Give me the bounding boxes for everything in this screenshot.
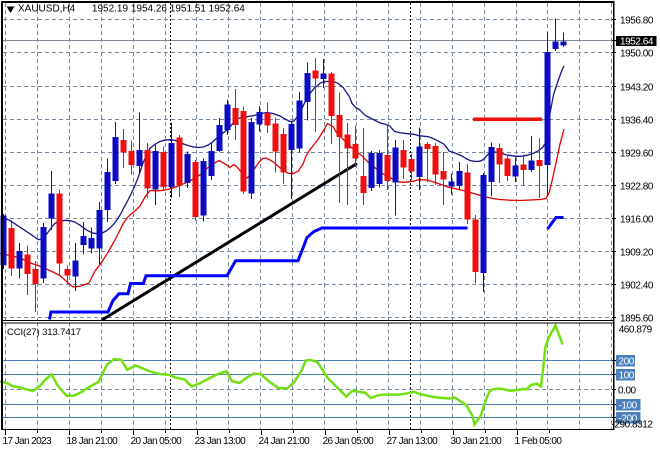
svg-text:1895.60: 1895.60 <box>620 314 654 325</box>
svg-text:460.879: 460.879 <box>619 325 653 336</box>
svg-text:1936.40: 1936.40 <box>620 116 654 127</box>
svg-text:1902.40: 1902.40 <box>620 281 654 292</box>
svg-text:23 Jan 13:00: 23 Jan 13:00 <box>195 436 247 447</box>
svg-text:-290.8312: -290.8312 <box>612 420 654 431</box>
svg-text:26 Jan 05:00: 26 Jan 05:00 <box>323 436 375 447</box>
svg-text:1950.00: 1950.00 <box>620 49 654 60</box>
svg-text:27 Jan 13:00: 27 Jan 13:00 <box>387 436 439 447</box>
svg-text:XAUUSD,H4 1952.19 1954.26: XAUUSD,H4 1952.19 1954.26 1951.51 1952.6… <box>18 4 245 15</box>
svg-text:17 Jan 2023: 17 Jan 2023 <box>3 436 52 447</box>
svg-text:0.00: 0.00 <box>618 386 637 397</box>
svg-text:1943.20: 1943.20 <box>620 83 654 94</box>
svg-text:100: 100 <box>619 371 635 382</box>
svg-text:1922.80: 1922.80 <box>620 182 654 193</box>
svg-text:CCI(27) 313.7417: CCI(27) 313.7417 <box>7 327 81 338</box>
svg-text:-200: -200 <box>619 414 638 425</box>
svg-text:1956.80: 1956.80 <box>620 16 654 27</box>
svg-text:1909.20: 1909.20 <box>620 248 654 259</box>
svg-text:18 Jan 21:00: 18 Jan 21:00 <box>67 436 119 447</box>
svg-text:200: 200 <box>619 357 635 368</box>
svg-text:1952.64: 1952.64 <box>620 37 654 48</box>
svg-text:30 Jan 21:00: 30 Jan 21:00 <box>451 436 503 447</box>
svg-text:24 Jan 21:00: 24 Jan 21:00 <box>259 436 311 447</box>
svg-text:1929.60: 1929.60 <box>620 149 654 160</box>
svg-text:-100: -100 <box>619 401 638 412</box>
svg-text:1 Feb 05:00: 1 Feb 05:00 <box>515 436 563 447</box>
svg-text:1916.00: 1916.00 <box>620 215 654 226</box>
svg-text:20 Jan 05:00: 20 Jan 05:00 <box>131 436 183 447</box>
